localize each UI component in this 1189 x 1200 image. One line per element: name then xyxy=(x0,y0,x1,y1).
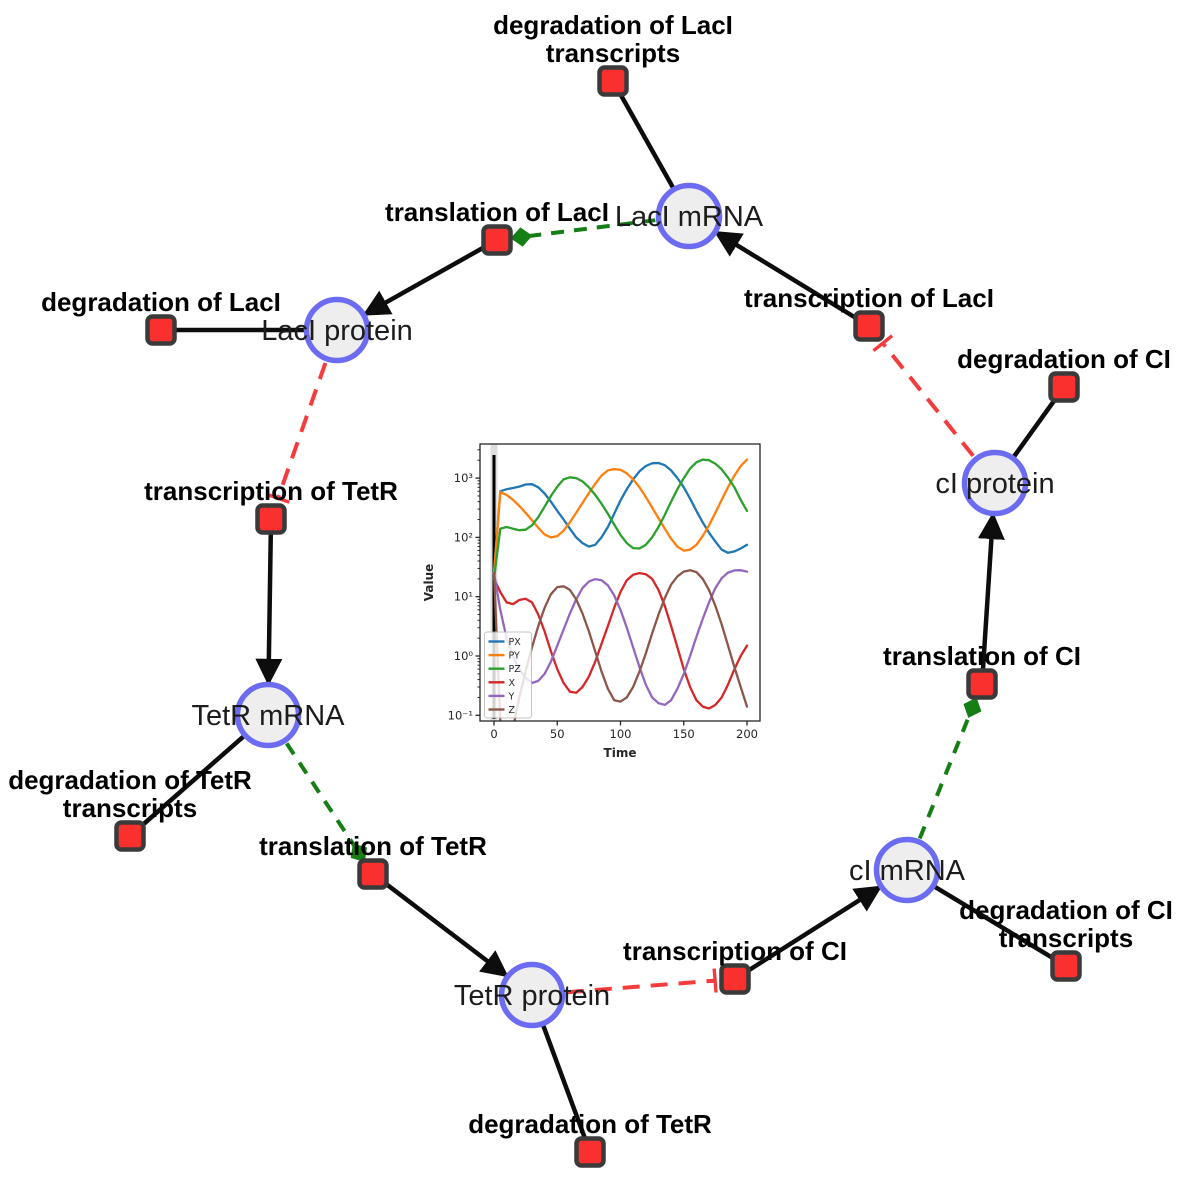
series-Y xyxy=(492,569,749,707)
edge-transcription-tetr-to-tetr-mrna xyxy=(255,518,283,686)
ci-mrna-circle[interactable] xyxy=(873,836,941,904)
x-tick-label: 100 xyxy=(610,727,632,741)
translation-of-laci-square[interactable] xyxy=(481,224,513,256)
tetr-protein-circle[interactable] xyxy=(498,961,566,1029)
x-tick-label: 0 xyxy=(490,727,497,741)
y-tick-label: 10¹ xyxy=(454,590,473,604)
reaction-node-transcription-of-ci[interactable]: transcription of CI xyxy=(623,936,847,995)
edge-transcription-laci-to-laci-mrna xyxy=(713,231,871,328)
edge-transcription-ci-to-ci-mrna xyxy=(733,885,883,981)
species-node-tetr-mrna[interactable]: TetR mRNA xyxy=(191,681,345,749)
edge-laci-mrna-catalyzes-translation-laci xyxy=(510,218,656,247)
degradation-of-laci-transcripts-label: transcripts xyxy=(546,38,680,68)
tetr-mrna-circle[interactable] xyxy=(234,681,302,749)
ci-mrna-label: cI mRNA xyxy=(849,855,966,887)
legend-label-PY: PY xyxy=(509,651,521,662)
y-axis-label: Value xyxy=(422,564,436,602)
y-tick-label: 10² xyxy=(454,530,473,544)
degradation-of-tetr-label: degradation of TetR xyxy=(468,1109,712,1139)
degradation-of-tetr-transcripts-square[interactable] xyxy=(114,820,146,852)
edge-translation-laci-to-laci-protein xyxy=(362,238,499,316)
laci-protein-label: LacI protein xyxy=(261,315,413,347)
degradation-of-laci-transcripts-label: degradation of LacI xyxy=(493,10,733,40)
legend: PX PY PZ XYZ xyxy=(484,631,532,719)
reaction-node-transcription-of-tetr[interactable]: transcription of TetR xyxy=(144,476,398,535)
transcription-of-ci-label: transcription of CI xyxy=(623,936,847,966)
edge-translation-tetr-to-tetr-protein xyxy=(371,872,509,978)
translation-of-laci-label: translation of LacI xyxy=(385,197,609,227)
species-node-laci-protein[interactable]: LacI protein xyxy=(261,296,413,364)
translation-of-tetr-square[interactable] xyxy=(357,858,389,890)
translation-of-ci-square[interactable] xyxy=(966,668,998,700)
y-tick-label: 10⁰ xyxy=(454,649,474,663)
edges-layer xyxy=(128,79,1068,1153)
x-tick-label: 150 xyxy=(673,727,695,741)
y-tick-label: 10³ xyxy=(454,471,474,485)
series-layer xyxy=(492,458,749,721)
species-node-laci-mrna[interactable]: LacI mRNA xyxy=(615,182,764,250)
edge-ci-protein-inhibits-transcription-laci xyxy=(872,334,975,457)
reaction-node-translation-of-ci[interactable]: translation of CI xyxy=(883,641,1081,700)
x-axis-label: Time xyxy=(604,746,637,760)
translation-of-ci-label: translation of CI xyxy=(883,641,1081,671)
degradation-of-ci-square[interactable] xyxy=(1048,371,1080,403)
reaction-node-translation-of-laci[interactable]: translation of LacI xyxy=(385,197,609,256)
reaction-node-degradation-of-ci[interactable]: degradation of CI xyxy=(957,344,1171,403)
legend-label-X: X xyxy=(509,678,516,689)
reaction-node-translation-of-tetr[interactable]: translation of TetR xyxy=(259,831,487,890)
tetr-mrna-label: TetR mRNA xyxy=(191,700,345,732)
edge-translation-ci-to-ci-protein xyxy=(977,512,1005,685)
x-tick-label: 50 xyxy=(550,727,565,741)
y-tick-label: 10⁻¹ xyxy=(448,708,473,722)
x-tick-label: 200 xyxy=(736,727,758,741)
nodes-layer: degradation of LacItranscriptstranslatio… xyxy=(8,10,1173,1168)
laci-protein-circle[interactable] xyxy=(303,296,371,364)
transcription-of-laci-square[interactable] xyxy=(853,310,885,342)
degradation-of-ci-transcripts-square[interactable] xyxy=(1050,950,1082,982)
reaction-node-degradation-of-tetr[interactable]: degradation of TetR xyxy=(468,1109,712,1168)
translation-of-tetr-label: translation of TetR xyxy=(259,831,487,861)
series-Z xyxy=(492,569,749,721)
degradation-of-tetr-transcripts-label: transcripts xyxy=(63,793,197,823)
tetr-protein-label: TetR protein xyxy=(454,980,610,1012)
transcription-of-tetr-square[interactable] xyxy=(255,503,287,535)
ci-protein-label: cI protein xyxy=(935,468,1054,500)
legend-label-PX: PX xyxy=(509,637,522,648)
species-node-ci-protein[interactable]: cI protein xyxy=(935,449,1055,517)
degradation-of-laci-label: degradation of LacI xyxy=(41,287,281,317)
edge-tetr-protein-inhibits-transcription-ci xyxy=(566,968,718,995)
series-X xyxy=(492,571,749,710)
edge-ci-mrna-catalyzes-translation-ci xyxy=(917,697,982,840)
reaction-node-degradation-of-laci[interactable]: degradation of LacI xyxy=(41,287,281,346)
species-node-tetr-protein[interactable]: TetR protein xyxy=(454,961,610,1029)
degradation-of-ci-transcripts-label: degradation of CI xyxy=(959,895,1173,925)
ci-protein-circle[interactable] xyxy=(961,449,1029,517)
series-PZ xyxy=(492,458,749,580)
legend-label-Y: Y xyxy=(508,691,515,702)
laci-mrna-label: LacI mRNA xyxy=(615,201,764,233)
degradation-of-tetr-transcripts-label: degradation of TetR xyxy=(8,765,252,795)
degradation-of-laci-square[interactable] xyxy=(145,314,177,346)
transcription-of-tetr-label: transcription of TetR xyxy=(144,476,398,506)
degradation-of-laci-transcripts-square[interactable] xyxy=(597,65,629,97)
edge-laci-protein-inhibits-transcription-tetr xyxy=(266,362,328,504)
laci-mrna-circle[interactable] xyxy=(655,182,723,250)
transcription-of-laci-label: transcription of LacI xyxy=(744,283,994,313)
transcription-of-ci-square[interactable] xyxy=(719,963,751,995)
reaction-node-transcription-of-laci[interactable]: transcription of LacI xyxy=(744,283,994,342)
degradation-of-ci-transcripts-label: transcripts xyxy=(999,923,1133,953)
legend-label-Z: Z xyxy=(509,705,516,716)
degradation-of-ci-label: degradation of CI xyxy=(957,344,1171,374)
series-PY xyxy=(492,458,749,575)
degradation-of-tetr-square[interactable] xyxy=(574,1136,606,1168)
legend-label-PZ: PZ xyxy=(509,664,522,675)
species-node-ci-mrna[interactable]: cI mRNA xyxy=(849,836,966,904)
series-PX xyxy=(492,461,749,575)
timeseries-plot: 0 50 100 150 20010³10²10¹10⁰10⁻¹TimeValuePXP… xyxy=(422,443,761,760)
